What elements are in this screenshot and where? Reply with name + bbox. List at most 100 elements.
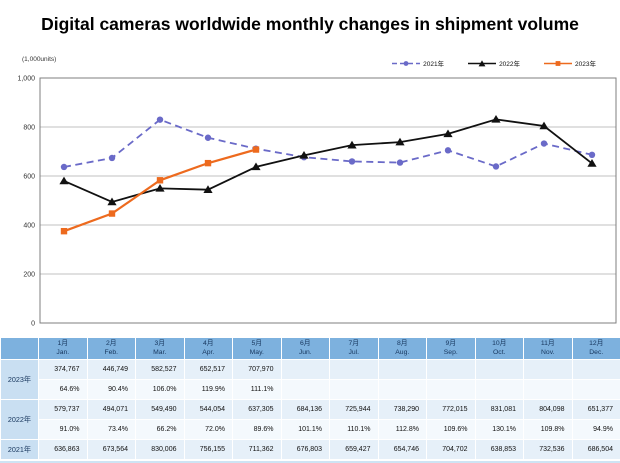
- month-header-cell: 6月 Jun.: [280, 337, 330, 360]
- year-label-cell: 2021年: [0, 439, 39, 460]
- y-axis-tick-label: 400: [23, 222, 35, 229]
- table-row: 2023年 374,767 446,749 582,527 652,517 707,970: [0, 359, 620, 400]
- percent-cell: 64.6%: [38, 379, 88, 400]
- data-point-circle: [156, 116, 164, 123]
- value-cell: [571, 359, 620, 380]
- value-cell: 446,749: [86, 359, 136, 380]
- value-cell: 579,737: [38, 399, 88, 420]
- value-cell: 676,803: [280, 439, 330, 460]
- value-cell: 544,054: [183, 399, 233, 420]
- percent-cell: 73.4%: [86, 419, 136, 440]
- year-label-cell: 2023年: [0, 359, 39, 400]
- month-header-cell: 4月 Apr.: [183, 337, 233, 360]
- data-point-triangle: [155, 183, 165, 192]
- value-cell: 636,863: [38, 439, 88, 460]
- month-header-cell: 3月 Mar.: [135, 337, 185, 360]
- month-header-cell: 11月 Nov.: [523, 337, 573, 360]
- data-point-triangle: [443, 129, 453, 138]
- data-point-triangle: [59, 176, 69, 185]
- shipment-table: 1月 Jan. 2月 Feb. 3月 Mar. 4月 Apr. 5月 May. 6月 Jun. 7月 Ju…: [0, 337, 620, 460]
- legend-item-2022年: 2022年: [468, 58, 520, 68]
- percent-cell: 111.1%: [232, 379, 282, 400]
- value-cell: 684,136: [280, 399, 330, 420]
- chart-legend: 2021年 2022年 2023年: [392, 58, 596, 68]
- data-point-triangle: [491, 114, 501, 123]
- value-cell: 654,746: [377, 439, 427, 460]
- data-point-square: [108, 210, 116, 217]
- percent-cell: 130.1%: [474, 419, 524, 440]
- value-cell: 704,702: [426, 439, 476, 460]
- shipment-table-wrap: 1月 Jan. 2月 Feb. 3月 Mar. 4月 Apr. 5月 May. 6月 Jun. 7月 Ju…: [0, 337, 620, 463]
- percent-cell: 94.9%: [571, 419, 620, 440]
- y-axis-tick-label: 0: [31, 320, 35, 327]
- legend-item-2023年: 2023年: [544, 58, 596, 68]
- percent-cell: [571, 379, 620, 400]
- value-cell: 738,290: [377, 399, 427, 420]
- data-point-triangle: [107, 197, 117, 206]
- percent-cell: [474, 379, 524, 400]
- percent-cell: 91.0%: [38, 419, 88, 440]
- data-point-square: [156, 177, 164, 184]
- y-axis-tick-label: 800: [23, 124, 35, 131]
- table-header-row: 1月 Jan. 2月 Feb. 3月 Mar. 4月 Apr. 5月 May. 6月 Jun. 7月 Ju…: [0, 337, 620, 360]
- value-cell: [426, 359, 476, 380]
- value-cell: 637,305: [232, 399, 282, 420]
- series-line-2021年: [63, 118, 593, 168]
- month-header-cell: 2月 Feb.: [86, 337, 136, 360]
- legend-label: 2021年: [423, 61, 445, 68]
- legend-swatch-icon: [392, 60, 421, 66]
- data-point-circle: [444, 147, 452, 154]
- data-point-circle: [396, 159, 404, 166]
- value-cell: 549,490: [135, 399, 185, 420]
- month-header-cell: 7月 Jul.: [329, 337, 379, 360]
- table-body: 2023年 374,767 446,749 582,527 652,517 707,970…: [0, 359, 620, 460]
- table-head: 1月 Jan. 2月 Feb. 3月 Mar. 4月 Apr. 5月 May. 6月 Jun. 7月 Ju…: [0, 337, 620, 360]
- table-row: 2021年 636,863 673,564 830,006 756,155 711,362…: [0, 439, 620, 460]
- legend-label: 2023年: [575, 61, 596, 68]
- data-point-circle: [540, 140, 548, 147]
- value-cell: 707,970: [232, 359, 282, 380]
- percent-cell: [280, 379, 330, 400]
- value-cell: 651,377: [571, 399, 620, 420]
- month-header-cell: 9月 Sep.: [426, 337, 476, 360]
- clipped-row-strip: [0, 460, 620, 463]
- value-cell: 582,527: [135, 359, 185, 380]
- value-cell: 374,767: [38, 359, 88, 380]
- plot-border: [39, 77, 617, 324]
- value-cell: 638,853: [474, 439, 524, 460]
- value-cell: 725,944: [329, 399, 379, 420]
- legend-label: 2022年: [499, 61, 521, 68]
- value-cell: 659,427: [329, 439, 379, 460]
- percent-cell: 110.1%: [329, 419, 379, 440]
- percent-cell: 106.0%: [135, 379, 185, 400]
- percent-cell: [329, 379, 379, 400]
- data-point-square: [60, 227, 68, 235]
- table-row-percent: 64.6% 90.4% 106.0% 119.9% 111.1%: [1, 379, 620, 400]
- month-header-cell: 8月 Aug.: [377, 337, 427, 360]
- value-cell: 804,098: [523, 399, 573, 420]
- y-axis-tick-label: 200: [23, 271, 35, 278]
- value-cell: [329, 359, 379, 380]
- data-point-triangle: [395, 137, 405, 146]
- year-label-cell: 2022年: [0, 399, 39, 440]
- data-point-square: [252, 146, 260, 153]
- legend-swatch-icon: [468, 59, 497, 66]
- page-title: Digital cameras worldwide monthly change…: [41, 14, 579, 34]
- percent-cell: 101.1%: [280, 419, 330, 440]
- value-cell: 652,517: [183, 359, 233, 380]
- value-cell: 711,362: [232, 439, 282, 460]
- data-point-triangle: [251, 162, 261, 171]
- corner-header-cell: [0, 337, 39, 360]
- value-cell: 756,155: [183, 439, 233, 460]
- table-row: 2022年 579,737 494,071 549,490 544,054 637,305…: [0, 399, 620, 440]
- y-axis-unit-label: (1,000units): [22, 56, 57, 63]
- value-cell: 772,015: [426, 399, 476, 420]
- data-point-circle: [492, 163, 500, 170]
- percent-cell: [523, 379, 573, 400]
- value-cell: [377, 359, 427, 380]
- data-point-triangle: [347, 140, 357, 149]
- y-axis-tick-label: 1,000: [17, 75, 35, 82]
- y-axis-tick-label: 600: [23, 173, 35, 180]
- legend-item-2021年: 2021年: [392, 58, 444, 68]
- value-cell: [523, 359, 573, 380]
